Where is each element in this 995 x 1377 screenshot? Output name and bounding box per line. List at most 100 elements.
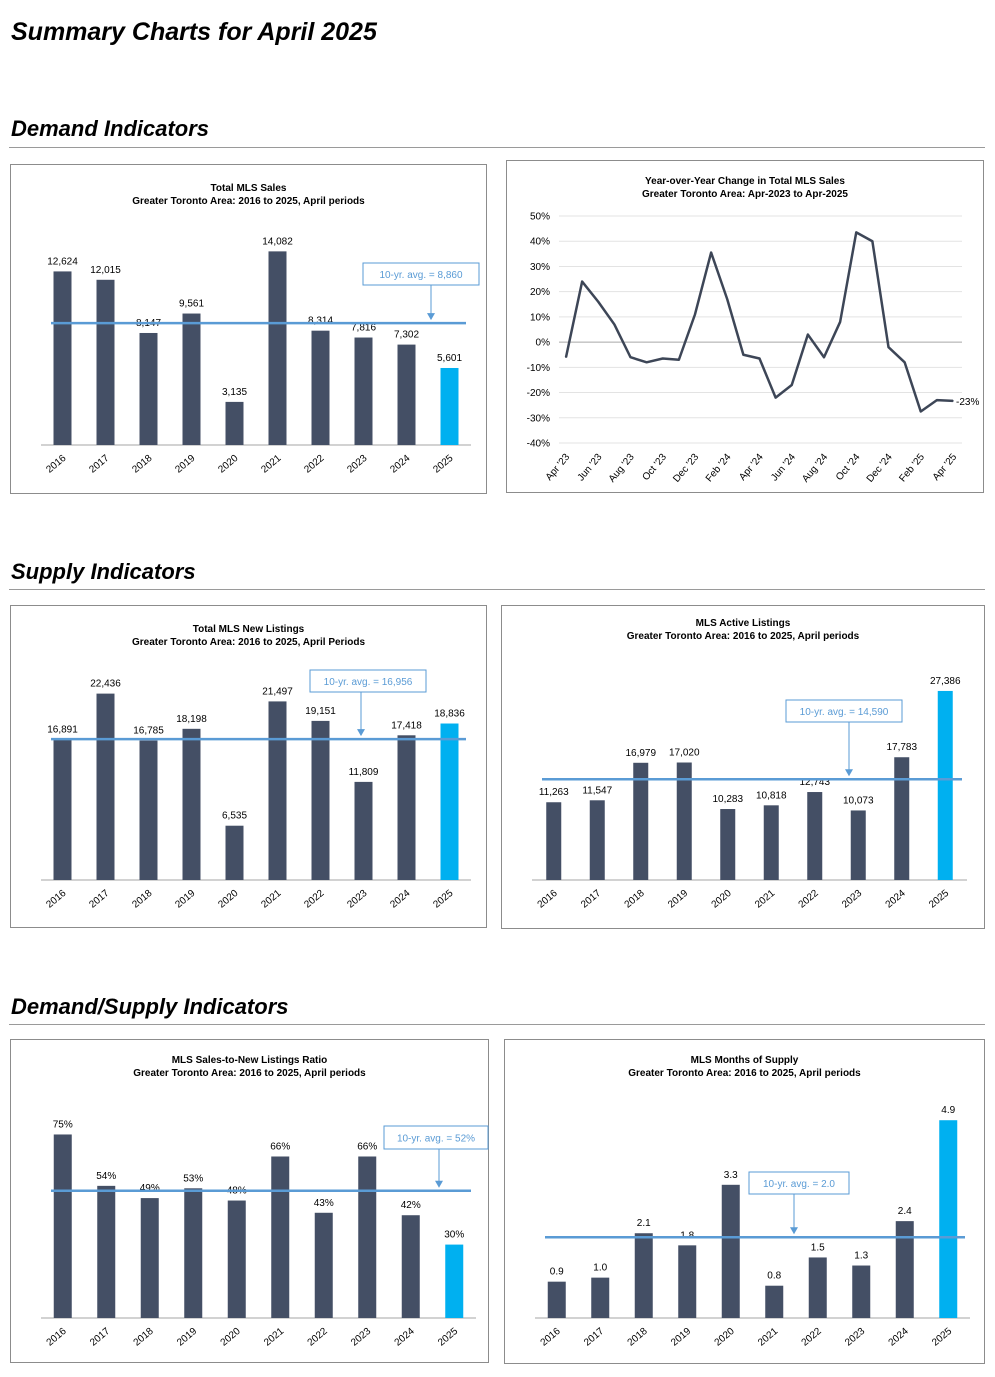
bar-2021 [763, 805, 779, 880]
data-label-2023: 1.3 [854, 1251, 868, 1262]
yoy-line-chart: 50% 40% 30% 20% 10% 0% -10% -20% -30% -40% Apr '23… [527, 212, 980, 485]
data-label-2018: 49% [140, 1183, 160, 1194]
data-label-2020: 6,535 [222, 811, 247, 822]
data-label-2018: 16,785 [133, 726, 164, 737]
x-tick-label-2022: 2022 [302, 453, 326, 476]
data-label-2022: 19,151 [305, 706, 336, 717]
x-tick-label: Oct '24 [834, 452, 863, 483]
x-tick-label-2022: 2022 [302, 888, 326, 911]
y-tick-label: -30% [527, 413, 550, 424]
yoy-series-line [564, 231, 954, 413]
bar-2019 [184, 1188, 203, 1318]
data-label-2016: 16,891 [47, 725, 78, 736]
data-label-2020: 3,135 [222, 387, 247, 398]
x-tick-label-2021: 2021 [259, 453, 283, 476]
bar-2017 [589, 800, 605, 880]
x-tick-label-2023: 2023 [345, 888, 369, 911]
data-label-2025: 5,601 [437, 353, 462, 364]
data-point [742, 353, 745, 356]
chart-subtitle: Greater Toronto Area: 2016 to 2025, Apri… [628, 1068, 861, 1079]
data-label-2023: 7,816 [351, 323, 376, 334]
chart-subtitle: Greater Toronto Area: 2016 to 2025, Apri… [133, 1068, 366, 1079]
x-tick-label: Apr '24 [737, 452, 766, 483]
bar-2018 [139, 740, 158, 880]
x-tick-label-2020: 2020 [713, 1326, 737, 1349]
x-tick-label-2023: 2023 [840, 888, 864, 911]
average-callout-arrowhead [357, 729, 365, 737]
section-title-supply: Supply Indicators [11, 559, 196, 584]
chart-subtitle: Greater Toronto Area: 2016 to 2025, Apri… [131, 637, 366, 648]
data-point [839, 321, 841, 323]
x-tick-label-2022: 2022 [800, 1326, 824, 1349]
active-listings-chart-panel: MLS Active Listings Greater Toronto Area… [501, 605, 985, 929]
data-label-2019: 53% [183, 1173, 203, 1184]
average-callout-label: 10-yr. avg. = 8,860 [379, 270, 463, 281]
bar-2025 [440, 367, 459, 445]
section-title-demand-supply: Demand/Supply Indicators [11, 994, 289, 1019]
bar-2019 [676, 762, 692, 880]
bar-2024 [895, 1221, 914, 1318]
mos-chart-panel: MLS Months of Supply Greater Toronto Are… [504, 1039, 985, 1364]
x-tick-label-2025: 2025 [431, 888, 455, 911]
data-label-2024: 7,302 [394, 330, 419, 341]
data-label-2022: 12,743 [799, 777, 830, 788]
page-title: Summary Charts for April 2025 [11, 18, 377, 46]
x-tick-label-2025: 2025 [431, 453, 455, 476]
data-point [936, 399, 938, 401]
chart-title: Total MLS Sales Greater Toronto Area: 20… [11, 182, 486, 208]
bar-2024 [894, 757, 910, 880]
bar-2025 [939, 1120, 958, 1318]
yoy-chart-panel: Year-over-Year Change in Total MLS Sales… [506, 160, 984, 493]
x-tick-label-2024: 2024 [884, 888, 908, 911]
sales-bar-chart: 12,624201612,01520178,14720189,56120193,… [41, 236, 480, 476]
x-tick-label-2019: 2019 [173, 453, 197, 476]
chart-title-text: Year-over-Year Change in Total MLS Sales [645, 176, 845, 187]
data-point [645, 361, 648, 364]
bar-2016 [53, 271, 72, 445]
section-divider [9, 589, 985, 590]
y-tick-label: 30% [530, 262, 550, 273]
x-tick-label-2022: 2022 [306, 1326, 330, 1349]
x-tick-label-2017: 2017 [87, 888, 111, 911]
bar-2025 [937, 690, 953, 880]
bar-2024 [397, 344, 416, 445]
x-tick-label-2019: 2019 [175, 1326, 199, 1349]
data-label-2017: 12,015 [90, 265, 121, 276]
chart-title-text: MLS Months of Supply [690, 1055, 799, 1066]
data-label-2023: 10,073 [843, 795, 874, 806]
bar-2023 [358, 1156, 377, 1318]
data-label-2024: 42% [401, 1200, 421, 1211]
bar-2023 [354, 337, 373, 445]
data-label-2025: 27,386 [930, 676, 961, 687]
bar-2022 [311, 720, 330, 880]
data-label-2025: 4.9 [941, 1105, 955, 1116]
y-tick-label: 40% [530, 237, 550, 248]
average-callout-box [309, 669, 427, 693]
data-label-2024: 17,783 [886, 742, 917, 753]
bar-2021 [268, 701, 287, 880]
bar-2024 [401, 1215, 420, 1318]
section-divider [9, 1024, 985, 1025]
section-divider [9, 147, 985, 148]
x-tick-label-2024: 2024 [388, 888, 412, 911]
bar-2017 [96, 693, 115, 880]
x-tick-label-2017: 2017 [87, 453, 111, 476]
x-tick-label-2018: 2018 [623, 888, 647, 911]
data-label-2023: 11,809 [349, 767, 379, 778]
data-label-2019: 1.8 [680, 1230, 694, 1241]
new-listings-bar-chart: 16,891 2016 22,436 2017 16,785 2018 18,198 2019… [41, 669, 471, 911]
data-point [726, 298, 729, 301]
average-callout-box [785, 699, 903, 723]
x-tick-label-2021: 2021 [753, 888, 777, 911]
bar-2021 [271, 1156, 290, 1318]
bar-2023 [852, 1265, 871, 1318]
sales-chart-panel: Total MLS Sales Greater Toronto Area: 20… [10, 164, 487, 494]
chart-title: Year-over-Year Change in Total MLS Sales… [507, 175, 983, 201]
data-label-2016: 12,624 [47, 256, 78, 267]
y-tick-label: -20% [527, 388, 550, 399]
average-callout-label: 10-yr. avg. = 52% [397, 1134, 475, 1145]
chart-title: MLS Months of Supply Greater Toronto Are… [505, 1054, 984, 1080]
x-tick-label-2018: 2018 [130, 888, 154, 911]
data-point [613, 323, 616, 326]
x-tick-label-2024: 2024 [388, 453, 412, 476]
